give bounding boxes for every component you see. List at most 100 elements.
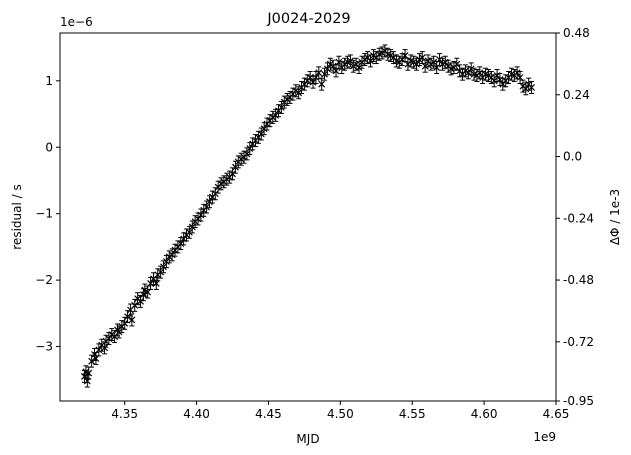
x-marker [197, 211, 205, 219]
x-marker [321, 70, 328, 78]
x-marker [162, 258, 170, 265]
x-marker [121, 319, 129, 327]
data-point [223, 172, 231, 186]
x-marker [105, 335, 113, 342]
y2-tick-label: -0.48 [563, 273, 594, 287]
data-point [410, 55, 418, 69]
x-marker [231, 163, 239, 171]
x-marker [272, 111, 280, 119]
x-marker [124, 313, 131, 321]
data-point [438, 57, 446, 71]
x-marker [85, 369, 93, 377]
x-marker [260, 125, 268, 133]
data-point [513, 66, 521, 80]
x-marker [309, 78, 317, 86]
data-point [231, 160, 239, 174]
data-point [283, 92, 291, 106]
x-marker [223, 175, 231, 183]
x-marker [194, 215, 202, 223]
y2-tick-label: 0.48 [563, 26, 590, 40]
x-marker [82, 368, 90, 376]
data-point [217, 177, 225, 191]
x-marker [487, 74, 495, 81]
x-marker [378, 49, 386, 57]
data-point [329, 59, 337, 73]
x-marker [522, 85, 530, 93]
data-point [128, 313, 136, 327]
x-marker [427, 60, 435, 68]
x-axis-title: MJD [296, 432, 319, 446]
x-marker [381, 47, 389, 55]
x-marker [490, 77, 498, 85]
data-point [141, 283, 149, 297]
x-marker [257, 130, 265, 138]
y2-tick-label: -0.24 [563, 211, 594, 225]
x-marker [206, 198, 213, 206]
x-marker [424, 57, 432, 65]
data-point [246, 142, 254, 156]
data-point [85, 366, 93, 380]
data-point [108, 328, 116, 342]
x-marker [421, 62, 429, 70]
data-point [485, 69, 492, 82]
x-marker [168, 251, 176, 259]
data-point [378, 46, 386, 60]
data-point [349, 59, 357, 73]
x-marker [407, 57, 415, 65]
x-marker [157, 268, 165, 276]
x-marker [436, 56, 443, 63]
x-marker [283, 96, 291, 103]
x-marker [188, 223, 196, 231]
data-point [315, 66, 323, 80]
x-marker [312, 74, 320, 81]
x-marker [335, 58, 343, 66]
x-marker [144, 288, 152, 296]
data-point [263, 117, 271, 131]
x-marker [470, 70, 478, 78]
y-tick-label: 1 [45, 74, 53, 88]
data-point [413, 57, 420, 71]
x-marker [456, 67, 464, 75]
data-point [528, 80, 535, 94]
x-marker [332, 67, 340, 75]
data-point [188, 220, 196, 234]
x-marker [476, 69, 484, 77]
x-marker [81, 372, 88, 380]
data-point [95, 343, 103, 357]
x-tick-label: 4.40 [183, 407, 210, 421]
x-marker [462, 67, 469, 75]
x-marker [292, 87, 300, 95]
x-marker [217, 180, 225, 188]
data-point [450, 61, 458, 75]
x-marker [367, 57, 374, 65]
x-marker [237, 155, 245, 163]
x-marker [141, 286, 149, 294]
data-point [427, 57, 435, 71]
y-tick-label: −3 [35, 340, 53, 354]
x-tick-label: 4.50 [327, 407, 354, 421]
x-marker [496, 76, 504, 83]
data-point [361, 53, 369, 67]
plot-frame [59, 32, 557, 402]
x-marker [92, 355, 100, 362]
data-point [415, 53, 423, 67]
x-marker [318, 80, 326, 88]
y-axis-title: residual / s [10, 184, 24, 249]
x-marker [418, 54, 426, 62]
x-marker [364, 54, 372, 62]
x-marker [326, 60, 334, 68]
x-marker [528, 84, 535, 91]
data-point [355, 61, 363, 75]
data-point [160, 260, 167, 274]
x-marker [398, 56, 406, 63]
x-marker [516, 74, 524, 81]
x-marker [152, 280, 160, 287]
x-tick-label: 4.35 [111, 407, 138, 421]
chart-title: J0024-2029 [266, 11, 350, 27]
x-marker [355, 64, 363, 71]
x-marker [115, 328, 123, 336]
y2-tick-label: -0.72 [563, 335, 594, 349]
y2-tick-label: 0.24 [563, 88, 590, 102]
x-tick-label: 4.55 [399, 407, 426, 421]
x-marker [315, 69, 323, 77]
